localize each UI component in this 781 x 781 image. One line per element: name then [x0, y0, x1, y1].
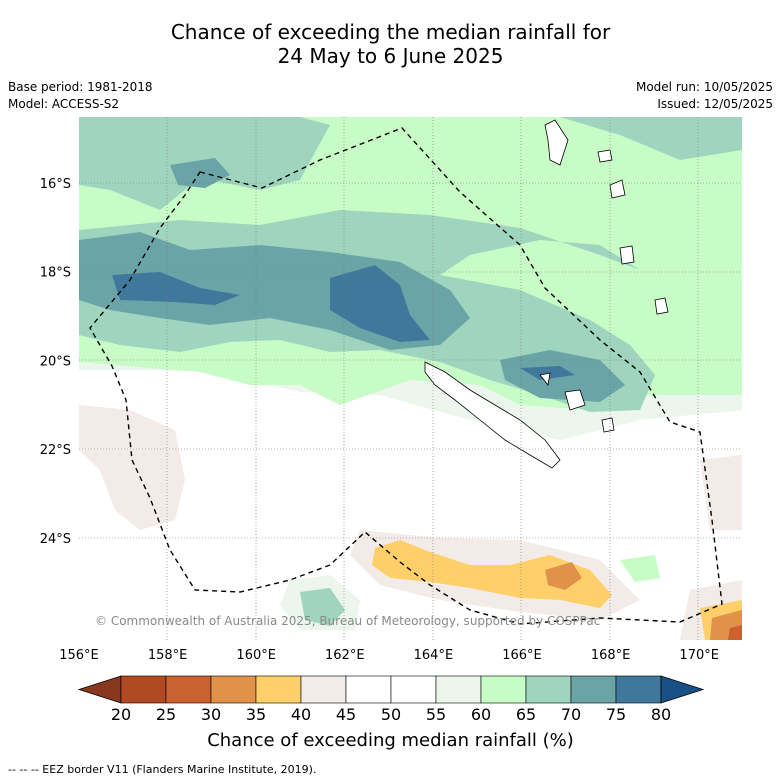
- colorbar-tick-label: 20: [111, 705, 131, 724]
- colorbar-tick-label: 75: [606, 705, 626, 724]
- eez-note: -- -- -- EEZ border V11 (Flanders Marine…: [8, 763, 317, 776]
- colorbar-swatch: [300, 675, 347, 704]
- colorbar-tick-label: 45: [336, 705, 356, 724]
- y-tick-label: 20°S: [40, 354, 71, 369]
- colorbar-tick-label: 35: [246, 705, 266, 724]
- copyright-watermark: © Commonwealth of Australia 2025, Bureau…: [95, 614, 601, 628]
- new-caledonia-land: [424, 361, 561, 469]
- x-tick-label: 164°E: [414, 648, 454, 663]
- island-4: [654, 297, 669, 315]
- colorbar-swatch: [480, 675, 527, 704]
- band-25-30-se: [728, 625, 742, 640]
- band-65-70-south: [300, 588, 345, 626]
- colorbar: 20 25 30 35 40 45 50 55 60 65 70 75 80: [77, 675, 705, 724]
- band-30-35: [545, 562, 582, 590]
- x-tick-label: 170°E: [679, 648, 719, 663]
- x-tick-label: 156°E: [59, 648, 99, 663]
- colorbar-tick-label: 30: [201, 705, 221, 724]
- band-75-80-central: [330, 265, 430, 342]
- colorbar-tick-label: 40: [291, 705, 311, 724]
- chart-title: Chance of exceeding the median rainfall …: [0, 20, 781, 68]
- colorbar-swatch: [435, 675, 482, 704]
- band-75-80-east: [520, 366, 575, 380]
- colorbar-swatch: [570, 675, 617, 704]
- x-axis-ticks: 156°E 158°E 160°E 162°E 164°E 166°E 168°E 170°E: [59, 648, 719, 663]
- colorbar-over-arrow: [660, 675, 705, 704]
- colorbar-tick-label: 70: [561, 705, 581, 724]
- title-line-1: Chance of exceeding the median rainfall …: [170, 20, 611, 44]
- map-area: [79, 117, 742, 640]
- model-name: Model: ACCESS-S2: [8, 97, 120, 111]
- colorbar-swatch: [165, 675, 212, 704]
- colorbar-tick-label: 80: [651, 705, 671, 724]
- colorbar-swatch: [210, 675, 257, 704]
- colorbar-tick-label: 55: [426, 705, 446, 724]
- colorbar-label: Chance of exceeding median rainfall (%): [207, 730, 574, 751]
- x-tick-label: 166°E: [502, 648, 542, 663]
- colorbar-swatch: [120, 675, 167, 704]
- island-ouvea: [539, 372, 551, 386]
- island-espiritu-santo: [544, 119, 569, 166]
- y-tick-label: 18°S: [40, 266, 71, 281]
- y-tick-label: 22°S: [40, 443, 71, 458]
- model-run: Model run: 10/05/2025: [635, 80, 773, 94]
- colorbar-swatch: [525, 675, 572, 704]
- island-3: [619, 245, 635, 265]
- colorbar-under-arrow: [77, 675, 122, 704]
- colorbar-tick-label: 25: [156, 705, 176, 724]
- eez-border: [89, 127, 723, 625]
- island-2: [609, 179, 626, 199]
- issued-date: Issued: 12/05/2025: [657, 97, 773, 111]
- x-tick-label: 162°E: [325, 648, 365, 663]
- island-1: [597, 149, 613, 163]
- island-lifou: [564, 389, 586, 411]
- colorbar-swatch: [345, 675, 392, 704]
- colorbar-swatch: [615, 675, 662, 704]
- x-tick-label: 158°E: [148, 648, 188, 663]
- y-tick-label: 24°S: [40, 532, 71, 547]
- band-60-65-se: [620, 555, 660, 582]
- meta-right: Model run: 10/05/2025 Issued: 12/05/2025: [636, 79, 773, 113]
- colorbar-tick-label: 60: [471, 705, 491, 724]
- x-tick-label: 160°E: [236, 648, 276, 663]
- band-65-70-ne: [79, 117, 742, 160]
- x-tick-label: 168°E: [591, 648, 631, 663]
- y-axis-ticks: 16°S 18°S 20°S 22°S 24°S: [40, 177, 71, 547]
- band-40-45-west: [79, 405, 185, 530]
- band-75-80-west: [112, 272, 240, 305]
- meta-left: Base period: 1981-2018 Model: ACCESS-S2: [8, 79, 153, 113]
- colorbar-swatch: [390, 675, 437, 704]
- gridlines: [79, 117, 742, 640]
- title-line-2: 24 May to 6 June 2025: [277, 44, 504, 68]
- colorbar-tick-label: 65: [516, 705, 536, 724]
- colorbar-tick-label: 50: [381, 705, 401, 724]
- y-tick-label: 16°S: [40, 177, 71, 192]
- island-mare: [601, 417, 615, 433]
- base-period: Base period: 1981-2018: [8, 80, 153, 94]
- band-35-40: [372, 540, 612, 608]
- colorbar-swatch: [255, 675, 302, 704]
